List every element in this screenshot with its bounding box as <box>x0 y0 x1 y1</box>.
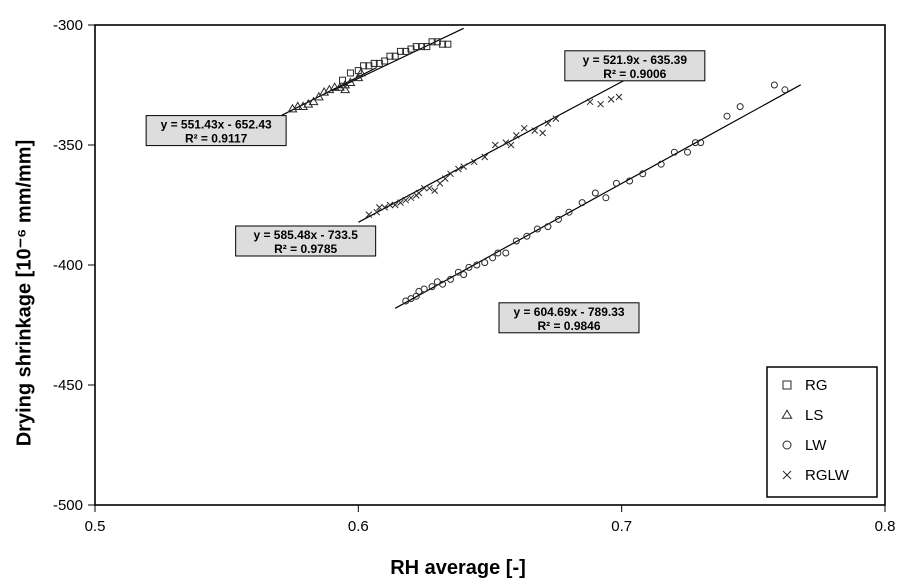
svg-text:R² = 0.9846: R² = 0.9846 <box>537 319 600 333</box>
svg-text:y = 521.9x - 635.39: y = 521.9x - 635.39 <box>583 53 688 67</box>
svg-text:R² = 0.9006: R² = 0.9006 <box>603 67 666 81</box>
svg-text:0.8: 0.8 <box>875 518 896 535</box>
svg-text:y = 604.69x - 789.33: y = 604.69x - 789.33 <box>513 305 624 319</box>
svg-text:-400: -400 <box>53 257 83 274</box>
svg-text:y = 585.48x - 733.5: y = 585.48x - 733.5 <box>253 228 358 242</box>
chart-container: Drying shrinkage [10⁻⁶ mm/mm] RH average… <box>0 0 916 586</box>
scatter-plot: 0.5 0.6 0.7 0.8 -500 -450 -400 -350 -300 y = 521.… <box>0 0 916 586</box>
x-axis-label: RH average [-] <box>390 557 526 580</box>
svg-text:RG: RG <box>805 377 828 394</box>
svg-text:LW: LW <box>805 437 827 454</box>
svg-text:-300: -300 <box>53 17 83 34</box>
svg-text:0.6: 0.6 <box>348 518 369 535</box>
svg-text:y = 551.43x - 652.43: y = 551.43x - 652.43 <box>161 118 272 132</box>
svg-text:LS: LS <box>805 407 823 424</box>
svg-text:0.7: 0.7 <box>611 518 632 535</box>
svg-text:R² = 0.9785: R² = 0.9785 <box>274 242 337 256</box>
svg-text:RGLW: RGLW <box>805 467 850 484</box>
svg-text:-350: -350 <box>53 137 83 154</box>
svg-text:-450: -450 <box>53 377 83 394</box>
svg-text:R² = 0.9117: R² = 0.9117 <box>185 132 248 146</box>
svg-text:0.5: 0.5 <box>85 518 106 535</box>
svg-text:-500: -500 <box>53 497 83 514</box>
y-axis-label: Drying shrinkage [10⁻⁶ mm/mm] <box>12 140 37 447</box>
